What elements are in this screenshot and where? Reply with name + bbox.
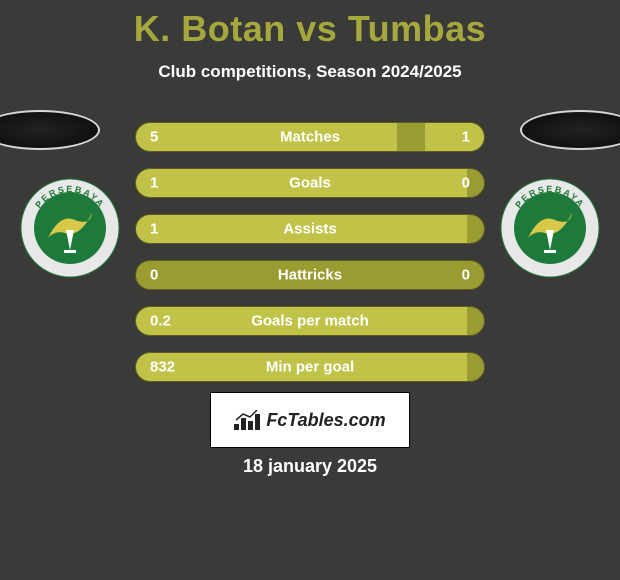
stats-container: 51Matches 10Goals 1Assists 00Hattricks 0.2Go…	[135, 122, 485, 398]
club-badge-right: PERSEBAYA	[500, 178, 600, 278]
stat-row: 00Hattricks	[135, 260, 485, 290]
fctables-icon	[234, 410, 260, 430]
stat-label: Hattricks	[136, 267, 484, 284]
player-left-silhouette	[0, 110, 100, 150]
comparison-date: 18 january 2025	[0, 456, 620, 477]
comparison-title: K. Botan vs Tumbas	[0, 0, 620, 50]
stat-row: 0.2Goals per match	[135, 306, 485, 336]
stat-label: Min per goal	[136, 359, 484, 376]
comparison-subtitle: Club competitions, Season 2024/2025	[0, 62, 620, 82]
stat-row: 1Assists	[135, 214, 485, 244]
stat-row: 10Goals	[135, 168, 485, 198]
fctables-label: FcTables.com	[266, 410, 385, 431]
stat-row: 832Min per goal	[135, 352, 485, 382]
fctables-badge: FcTables.com	[210, 392, 410, 448]
stat-label: Assists	[136, 221, 484, 238]
stat-label: Goals per match	[136, 313, 484, 330]
stat-label: Goals	[136, 175, 484, 192]
player-right-silhouette	[520, 110, 620, 150]
stat-row: 51Matches	[135, 122, 485, 152]
club-badge-left: PERSEBAYA	[20, 178, 120, 278]
stat-label: Matches	[136, 129, 484, 146]
